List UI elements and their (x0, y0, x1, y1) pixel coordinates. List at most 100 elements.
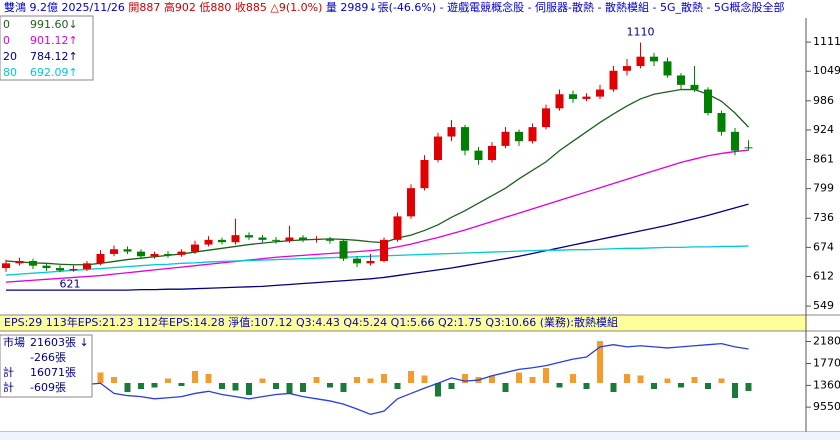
y-tick-label: 549 (813, 299, 834, 312)
candle-body (69, 268, 78, 271)
candle-body (137, 251, 145, 257)
y-tick-label: 612 (813, 269, 834, 282)
ma-line (5, 149, 749, 283)
candle-body (326, 238, 334, 241)
candle-body (123, 249, 132, 252)
sub-bar (381, 374, 387, 383)
candle-body (555, 94, 564, 109)
header-item: 低880 (199, 1, 231, 14)
header-text: 雙鴻 9.2億 2025/11/26 開887 高902 低880 收885 △… (4, 0, 784, 14)
sub-bar (489, 375, 495, 383)
high-annotation: 1110 (627, 26, 655, 39)
candle-body (353, 258, 361, 264)
sub-bar (448, 383, 455, 389)
sub-bar (259, 378, 266, 383)
sub-bar (543, 368, 549, 383)
candle-body (474, 150, 483, 160)
ma-line (5, 245, 749, 276)
candle-body (434, 136, 442, 160)
candle-body (677, 75, 685, 85)
sub-bar (151, 383, 158, 388)
sub-bar (597, 341, 603, 383)
candle-body (461, 127, 469, 151)
y-tick-label: 986 (813, 94, 834, 107)
candle-body (636, 56, 645, 67)
sub-bar (178, 383, 185, 386)
sub-bar (732, 383, 738, 398)
candle-body (42, 265, 51, 269)
candle-body (744, 147, 753, 149)
sub-legend-text: -266張 (30, 351, 66, 364)
candle-body (501, 131, 510, 146)
candle-body (110, 249, 118, 254)
candle-body (393, 216, 402, 240)
candle-body (258, 237, 267, 240)
sub-legend-text: 計 (3, 380, 14, 394)
low-annotation: 621 (60, 277, 81, 290)
header-item: 收885 (235, 0, 267, 14)
info-bar-bg (0, 315, 806, 331)
x-axis-strip (0, 432, 840, 440)
header-item: 2025/11/26 (62, 1, 125, 14)
candle-body (339, 240, 348, 259)
candle-body (285, 237, 294, 241)
sub-bar (111, 377, 117, 383)
sub-bar (340, 383, 347, 392)
sub-bar (421, 375, 428, 383)
sub-legend-text: -609張 (30, 381, 66, 394)
header-item: 開887 (128, 1, 160, 14)
sub-bar (273, 383, 279, 389)
sub-bar (124, 383, 131, 392)
candle-body (596, 89, 604, 97)
sub-bar (705, 383, 711, 389)
sub-bar (394, 383, 401, 389)
candle-body (164, 253, 172, 255)
ma-legend-value: 901.12↑ (30, 34, 78, 47)
sub-bar (300, 383, 306, 392)
sub-bar (219, 383, 225, 389)
candle-body (704, 89, 712, 114)
candle-body (569, 94, 577, 99)
sub-bar (138, 383, 144, 389)
sub-bar (624, 374, 630, 383)
candle-body (204, 239, 213, 245)
sub-bar (367, 378, 374, 383)
candle-body (177, 251, 186, 255)
sub-bar (165, 378, 171, 383)
sub-bar (502, 383, 509, 392)
sub-bar (556, 383, 563, 388)
sub-bar (408, 371, 414, 383)
candle-body (528, 127, 537, 142)
sub-bar (745, 383, 752, 391)
candle-body (380, 239, 388, 261)
header-item: △9(1.0%) (270, 1, 322, 14)
ma-line (5, 88, 749, 266)
sub-bar (354, 377, 360, 383)
sub-bar (570, 374, 576, 383)
sub-bar (678, 383, 684, 388)
y-tick-label: 799 (813, 182, 834, 195)
ma-legend-value: 991.60↓ (30, 18, 78, 31)
candle-body (56, 268, 64, 271)
sub-bar (246, 383, 252, 395)
header-item: 高902 (164, 0, 196, 14)
candle-body (96, 253, 105, 264)
candle-body (731, 131, 739, 151)
candle-body (218, 239, 226, 243)
sub-bar (691, 377, 698, 383)
sub-legend-text: 16071張 (30, 366, 76, 379)
candle-body (366, 260, 375, 264)
y-tick-label: 1111 (813, 35, 840, 48)
sub-line (5, 342, 749, 416)
candle-body (29, 260, 37, 266)
candle-body (717, 113, 726, 132)
candle-body (663, 61, 672, 76)
sub-bar (651, 383, 657, 389)
candle-body (582, 96, 591, 99)
info-bar: EPS:29 113年EPS:21.23 112年EPS:14.28 淨值:10… (4, 315, 618, 329)
candle-body (609, 70, 618, 90)
candle-body (231, 235, 240, 243)
candle-body (407, 188, 415, 217)
sub-bar (583, 383, 590, 389)
sub-bar (610, 383, 617, 392)
